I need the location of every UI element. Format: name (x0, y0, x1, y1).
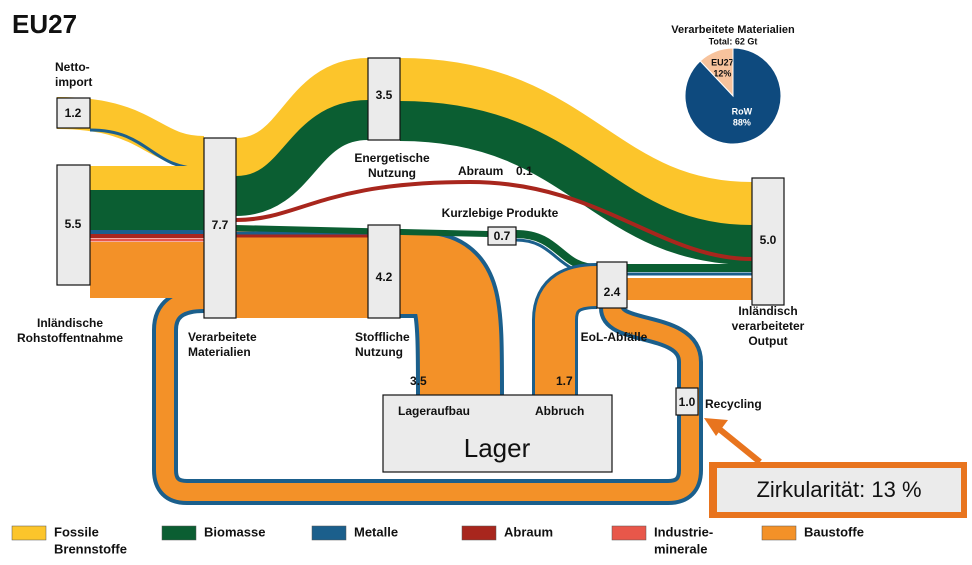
node-value: 7.7 (212, 218, 229, 232)
pie-category: EU27 (711, 58, 734, 68)
node-label: Stoffliche Nutzung (355, 330, 410, 359)
flow (535, 266, 598, 396)
callout-box (717, 468, 961, 512)
legend-label: Baustoffe (804, 524, 864, 539)
node-box (367, 224, 401, 319)
node-box (56, 164, 91, 286)
node-label: Verarbeitete Materialien (188, 330, 257, 359)
stock-box (382, 394, 613, 473)
legend: Fossile Brennstoffe Biomasse Metalle Abraum I… (11, 524, 864, 556)
node-box (367, 57, 401, 141)
circularity: Zirkularität: 13 % (756, 477, 921, 502)
legend-label: Brennstoffe (54, 541, 127, 556)
legend-swatch (161, 525, 197, 541)
node-value: 2.4 (604, 285, 621, 299)
node-label: Inländisch verarbeiteter Output (732, 304, 805, 348)
flow (235, 225, 489, 237)
node-label: Energetische Nutzung (354, 151, 430, 180)
node-value: 1.0 (679, 395, 696, 409)
flow-label: Lageraufbau (398, 404, 470, 418)
legend-label: Biomasse (204, 524, 265, 539)
flows (56, 58, 753, 505)
node-box (487, 226, 517, 246)
pie-title: Verarbeitete Materialien (671, 24, 795, 36)
flow (399, 58, 753, 226)
callout-arrow (716, 425, 762, 465)
node-value: 0.7 (494, 229, 511, 243)
flow-value: 0.1 (516, 164, 533, 178)
node-box (596, 261, 628, 309)
legend-swatch (11, 525, 47, 541)
flow (398, 234, 500, 397)
flow-value: 1.7 (556, 374, 573, 388)
pie-value-label: 12% (713, 69, 731, 79)
flow-label: Abraum (458, 164, 503, 178)
pie-category: RoW (732, 107, 753, 117)
flow (234, 58, 370, 182)
flow (234, 100, 370, 216)
node-value: 5.5 (65, 217, 82, 231)
flow (156, 291, 699, 501)
flow (399, 101, 753, 265)
node-box (203, 137, 237, 319)
flow-label: Abbruch (535, 404, 584, 418)
node-value: 5.0 (760, 233, 777, 247)
legend-swatch (461, 525, 497, 541)
pie-slice (684, 47, 782, 145)
node-value: 1.2 (65, 106, 82, 120)
node-box (56, 97, 91, 129)
title: EU27 (12, 9, 77, 39)
node-label: Kurzlebige Produkte (442, 206, 559, 220)
node-value: 4.2 (376, 270, 393, 284)
pie-value-label: 88% (733, 118, 751, 128)
flow (235, 179, 753, 261)
node-label: Netto-import (55, 60, 92, 89)
node-value: 3.5 (376, 88, 393, 102)
callout-arrowhead (704, 418, 728, 436)
node-box (675, 387, 699, 416)
legend-label: Metalle (354, 524, 398, 539)
node-label: Recycling (705, 397, 762, 411)
legend-swatch (761, 525, 797, 541)
legend-label: Abraum (504, 524, 553, 539)
node-box (751, 177, 785, 306)
node-label: EoL-Abfälle (581, 330, 648, 344)
legend-label: Industrie- (654, 524, 713, 539)
pie-subtitle: Total: 62 Gt (709, 36, 758, 46)
legend-label: minerale (654, 541, 707, 556)
legend-label: Fossile (54, 524, 99, 539)
node-label: Inländische Rohstoffentnahme (17, 316, 123, 345)
stock-label: Lager (464, 433, 531, 463)
legend-swatch (311, 525, 347, 541)
flow-value: 3.5 (410, 374, 427, 388)
legend-swatch (611, 525, 647, 541)
